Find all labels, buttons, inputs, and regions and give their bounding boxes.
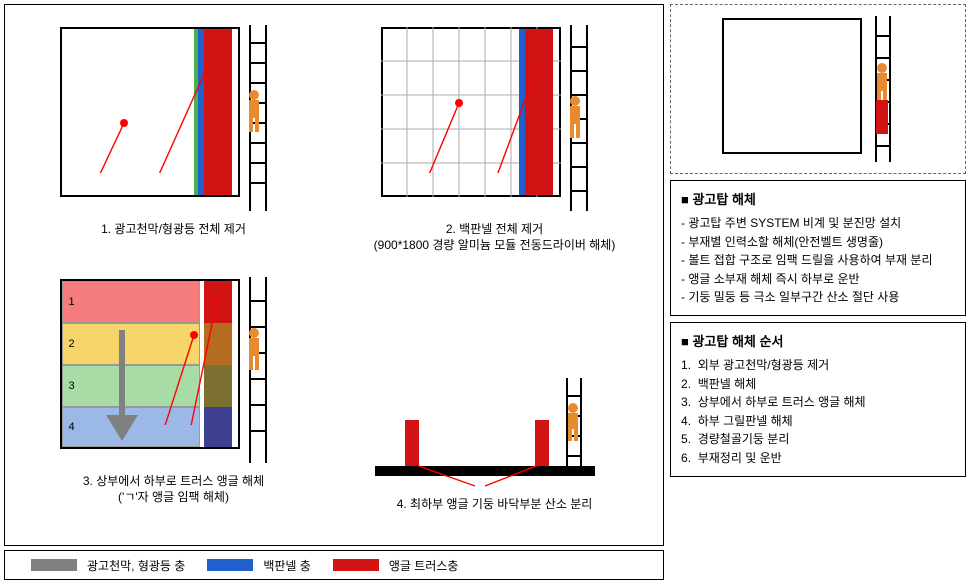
list-item: 백판넬 해체 — [681, 375, 955, 394]
legend-label-1: 광고천막, 형광등 충 — [87, 557, 185, 574]
right-column: ■ 광고탑 해체 광고탑 주변 SYSTEM 비계 및 분진망 설치 부재별 인… — [670, 4, 966, 580]
section1-list: 광고탑 주변 SYSTEM 비계 및 분진망 설치 부재별 인력소할 해체(안전… — [681, 214, 955, 307]
root: 1. 광고천막/형광등 전체 제거 — [4, 4, 968, 580]
fig1-scaffold-icon — [54, 23, 294, 213]
legend: 광고천막, 형광등 충 백판넬 충 앵글 트러스충 — [4, 550, 664, 580]
main-panel: 1. 광고천막/형광등 전체 제거 — [4, 4, 664, 546]
legend-item-1: 광고천막, 형광등 충 — [31, 557, 185, 574]
legend-label-3: 앵글 트러스충 — [389, 557, 459, 574]
fig2-caption: 2. 백판넬 전체 제거 (900*1800 경량 알미늄 모듈 전동드라이버 … — [374, 221, 616, 253]
figure-3: 1 2 3 4 — [13, 265, 334, 517]
legend-item-2: 백판넬 충 — [207, 557, 311, 574]
left-column: 1. 광고천막/형광등 전체 제거 — [4, 4, 664, 580]
list-item: 볼트 접합 구조로 임팩 드릴을 사용하여 부재 분리 — [681, 251, 955, 270]
list-item: 하부 그릴판넬 해체 — [681, 412, 955, 431]
list-item: 기둥 밀둥 등 극소 일부구간 산소 절단 사용 — [681, 288, 955, 307]
fig4-base-icon — [365, 368, 625, 488]
list-item: 광고탑 주변 SYSTEM 비계 및 분진망 설치 — [681, 214, 955, 233]
section2-list: 외부 광고천막/형광등 제거 백판넬 해체 상부에서 하부로 트러스 앵글 해체… — [681, 356, 955, 468]
list-item: 부재정리 및 운반 — [681, 449, 955, 468]
worker-icon — [249, 90, 259, 132]
section1-title: ■ 광고탑 해체 — [681, 189, 955, 208]
legend-swatch-grey — [31, 559, 77, 571]
legend-swatch-red — [333, 559, 379, 571]
list-item: 상부에서 하부로 트러스 앵글 해체 — [681, 393, 955, 412]
fig3-caption: 3. 상부에서 하부로 트러스 앵글 해체 ('ㄱ'자 앵글 임팩 해체) — [83, 473, 264, 505]
list-item: 앵글 소부재 해체 즉시 하부로 운반 — [681, 270, 955, 289]
list-item: 외부 광고천막/형광등 제거 — [681, 356, 955, 375]
list-item: 부재별 인력소할 해체(안전벨트 생명줄) — [681, 233, 955, 252]
section-dismantle: ■ 광고탑 해체 광고탑 주변 SYSTEM 비계 및 분진망 설치 부재별 인… — [670, 180, 966, 316]
section2-title: ■ 광고탑 해체 순서 — [681, 331, 955, 350]
figure-4: 4. 최하부 앵글 기둥 바닥부분 산소 분리 — [334, 265, 655, 517]
legend-swatch-blue — [207, 559, 253, 571]
figure-1: 1. 광고천막/형광등 전체 제거 — [13, 13, 334, 265]
fig1-caption: 1. 광고천막/형광등 전체 제거 — [101, 221, 246, 237]
section-order: ■ 광고탑 해체 순서 외부 광고천막/형광등 제거 백판넬 해체 상부에서 하… — [670, 322, 966, 477]
overview-scaffold-icon — [708, 14, 928, 164]
fig2-scaffold-icon — [375, 23, 615, 213]
legend-label-2: 백판넬 충 — [263, 557, 311, 574]
figure-2: 2. 백판넬 전체 제거 (900*1800 경량 알미늄 모듈 전동드라이버 … — [334, 13, 655, 265]
overview-thumbnail — [670, 4, 966, 174]
fig4-caption: 4. 최하부 앵글 기둥 바닥부분 산소 분리 — [397, 496, 593, 512]
legend-item-3: 앵글 트러스충 — [333, 557, 459, 574]
fig3-scaffold-icon — [54, 275, 294, 465]
list-item: 경량철골기둥 분리 — [681, 430, 955, 449]
